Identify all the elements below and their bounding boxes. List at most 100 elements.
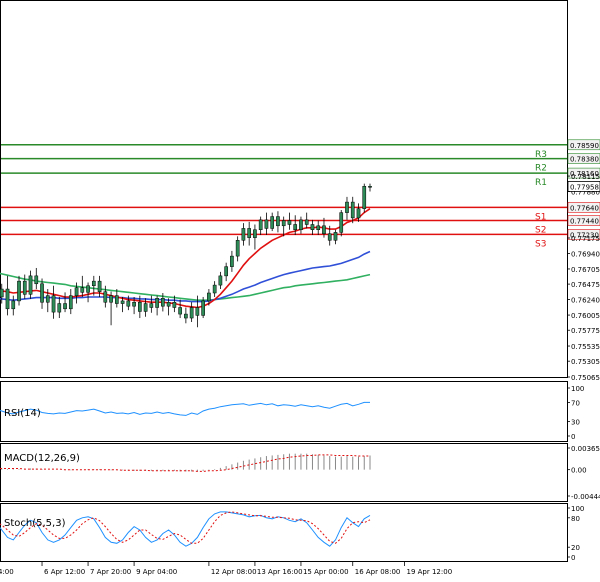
candle-body (356, 208, 361, 219)
ma_slow-line (0, 272, 371, 301)
candle-body (258, 219, 263, 231)
ma_mid-line (0, 250, 371, 303)
candle-body (91, 280, 96, 287)
candle-body (310, 224, 315, 231)
candle-body (161, 298, 165, 307)
level-tag-R3 (567, 139, 600, 151)
macd-tick-label: -0.004448 (571, 493, 600, 501)
candle-body (322, 225, 326, 234)
price-tick-label: 0.75775 (571, 327, 600, 335)
candle-body (195, 307, 200, 316)
time-tick-label: 6 Apr 12:00 (44, 568, 85, 576)
level-value-S3: 0.77230 (570, 231, 599, 239)
level-value-R2: 0.78380 (570, 156, 599, 164)
level-label-S1: S1 (535, 212, 546, 222)
candle-body (304, 219, 309, 225)
macd-label: MACD(12,26,9) (4, 453, 80, 464)
stoch-signal-line (0, 511, 371, 544)
candle-body (327, 233, 332, 241)
macd-signal-line (0, 454, 370, 472)
candle-body (28, 275, 33, 295)
candle-body (143, 303, 148, 312)
ma_fast-line (0, 208, 371, 309)
candle-body (224, 266, 228, 277)
price-tick-label: 0.76475 (571, 281, 600, 289)
candle-body (22, 280, 27, 295)
rsi-indicator: 100 70 30 0 (0, 385, 584, 441)
candle-body (57, 303, 62, 313)
time-tick-label: 4:00 (0, 568, 14, 576)
time-tick-label: 13 Apr 16:00 (257, 568, 303, 576)
stoch-label: Stoch(5,5,3) (4, 518, 66, 529)
candle-body (80, 287, 85, 293)
candle-body (207, 292, 211, 302)
candle-body (276, 216, 280, 227)
stoch-tick-label: 20 (571, 544, 580, 552)
candle-body (362, 186, 367, 209)
candle-body (299, 219, 303, 231)
candle-body (40, 283, 44, 303)
candle-body (34, 275, 39, 285)
stoch-pane (0, 503, 568, 562)
level-value-S2: 0.77440 (570, 218, 599, 226)
rsi-line (0, 401, 370, 416)
level-tag-R2 (567, 153, 600, 164)
candle-body (230, 255, 234, 267)
time-tick-label: 16 Apr 08:00 (355, 568, 401, 576)
candle-body (11, 300, 16, 310)
level-label-R2: R2 (535, 164, 547, 174)
price-tick-label: 0.77880 (571, 189, 600, 197)
candle-body (247, 228, 252, 238)
rsi-tick-label: 70 (571, 399, 580, 407)
level-tag-S1 (567, 202, 600, 213)
candle-body (86, 285, 90, 293)
candle-body (109, 295, 113, 303)
time-tick-label: 12 Apr 08:00 (211, 568, 257, 576)
candle-body (97, 280, 102, 292)
candle-body (218, 275, 223, 286)
level-label-R3: R3 (535, 150, 547, 160)
candle-body (350, 201, 355, 219)
candle-body (241, 228, 246, 241)
candle-body (316, 225, 321, 231)
rsi-tick-label: 0 (571, 433, 575, 441)
rsi-label: RSI(14) (4, 408, 41, 419)
candle-body (189, 307, 194, 319)
moving-averages (0, 208, 371, 309)
level-value-R1: 0.78160 (570, 170, 599, 178)
level-label-R1: R1 (535, 178, 547, 188)
candle-body (17, 280, 21, 302)
price-tick-label: 0.77175 (571, 235, 600, 243)
candle-body (172, 301, 177, 308)
level-label-S2: S2 (535, 226, 546, 236)
candle-body (68, 295, 73, 310)
time-tick-label: 9 Apr 04:00 (136, 568, 177, 576)
candle-body (345, 201, 349, 213)
macd-tick-label: 0.003659 (571, 445, 600, 453)
candle-body (201, 300, 205, 316)
candle-body (51, 295, 56, 313)
time-axis: 4:00 6 Apr 12:00 7 Apr 20:00 9 Apr 04:00 12 … (0, 562, 452, 576)
level-tag-S2 (567, 215, 600, 226)
candle-body (126, 300, 131, 307)
level-value-S1: 0.77640 (570, 204, 599, 212)
price-tick-label: 0.76705 (571, 266, 600, 274)
candle-body (293, 224, 298, 231)
candle-body (120, 300, 125, 304)
candle-body (5, 288, 10, 310)
rsi-tick-label: 30 (571, 419, 580, 427)
candle-body (281, 220, 286, 227)
level-tag-R1 (567, 167, 600, 179)
stoch-tick-label: 100 (571, 505, 584, 513)
rsi-pane (0, 381, 568, 442)
candle-body (45, 295, 50, 303)
price-tick-label: 0.76240 (571, 297, 600, 305)
candle-body (212, 284, 217, 294)
time-tick-label: 7 Apr 20:00 (90, 568, 131, 576)
price-tick-label: 0.75305 (571, 358, 600, 366)
candle-body (0, 288, 4, 298)
current-price-tag (567, 181, 600, 192)
level-tag-S3 (567, 229, 600, 240)
